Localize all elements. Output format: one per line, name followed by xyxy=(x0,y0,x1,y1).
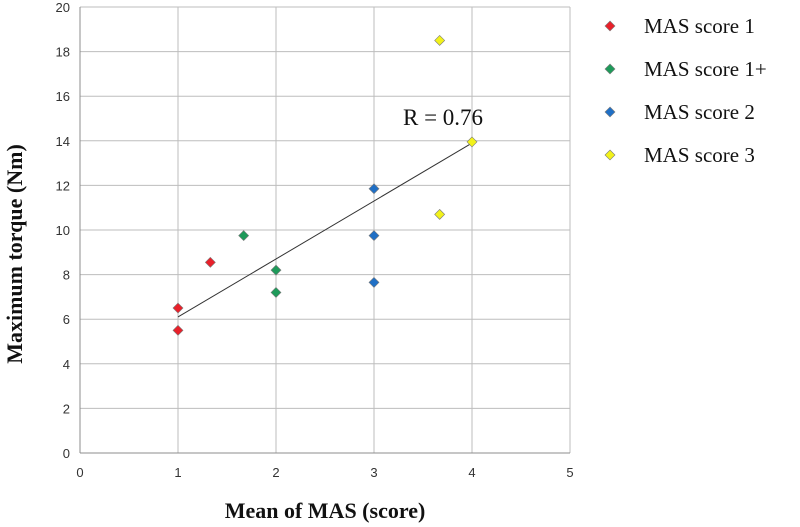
x-tick-label: 0 xyxy=(76,465,83,480)
y-tick-label: 14 xyxy=(56,134,70,149)
data-point xyxy=(270,264,282,276)
data-point xyxy=(270,287,282,298)
data-point xyxy=(434,35,446,46)
trendline xyxy=(177,142,473,318)
y-tick-label: 20 xyxy=(56,0,70,15)
y-tick-label: 2 xyxy=(63,401,70,416)
data-point xyxy=(172,302,184,314)
data-point xyxy=(172,324,184,336)
y-tick-label: 16 xyxy=(56,89,70,104)
x-tick-label: 3 xyxy=(370,465,377,480)
x-tick-label: 5 xyxy=(566,465,573,480)
data-point xyxy=(368,183,380,195)
data-points xyxy=(172,35,478,336)
y-tick-label: 12 xyxy=(56,178,70,193)
data-point xyxy=(368,276,380,288)
legend-label: MAS score 1+ xyxy=(644,57,767,81)
legend: MAS score 1 MAS score 1+ MAS score 2 MAS sc… xyxy=(604,14,767,167)
y-tick-label: 18 xyxy=(56,45,70,60)
legend-label: MAS score 1 xyxy=(644,14,755,38)
x-axis-title: Mean of MAS (score) xyxy=(225,498,426,523)
y-tick-label: 6 xyxy=(63,312,70,327)
y-axis-title: Maximum torque (Nm) xyxy=(2,144,27,364)
axes xyxy=(79,7,570,454)
data-point xyxy=(238,230,250,241)
legend-label: MAS score 3 xyxy=(644,143,755,167)
legend-marker xyxy=(604,106,616,118)
y-tick-label: 0 xyxy=(63,446,70,461)
data-point xyxy=(368,230,380,241)
trendline-group xyxy=(177,142,473,318)
x-tick-label: 1 xyxy=(174,465,181,480)
correlation-annotation: R = 0.76 xyxy=(403,105,483,130)
legend-marker xyxy=(604,149,616,161)
y-tick-label: 4 xyxy=(63,357,70,372)
x-tick-label: 2 xyxy=(272,465,279,480)
x-tick-labels: 0 1 2 3 4 5 xyxy=(76,465,573,480)
y-tick-labels: 0 2 4 6 8 10 12 14 16 18 20 xyxy=(56,0,70,461)
legend-label: MAS score 2 xyxy=(644,100,755,124)
legend-marker xyxy=(604,63,616,75)
x-tick-label: 4 xyxy=(468,465,475,480)
legend-marker xyxy=(604,20,616,32)
data-point xyxy=(466,136,478,148)
data-point xyxy=(204,256,216,268)
data-point xyxy=(434,208,446,220)
y-tick-label: 8 xyxy=(63,268,70,283)
y-tick-label: 10 xyxy=(56,223,70,238)
